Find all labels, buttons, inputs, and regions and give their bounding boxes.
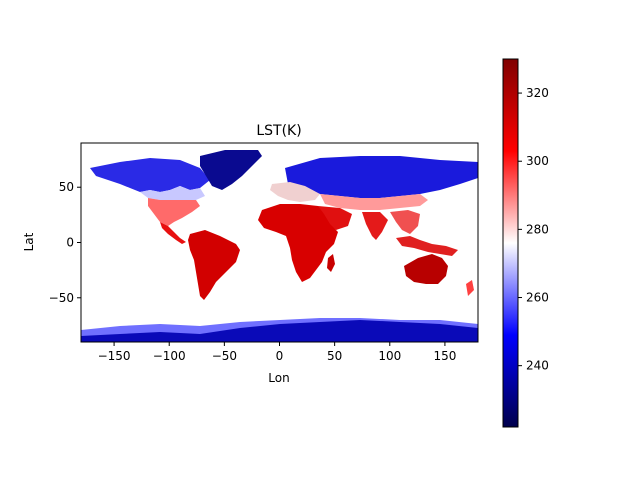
land-antarctica-interior	[81, 320, 478, 342]
colorbar-tick-label: 280	[526, 222, 549, 236]
land-new-zealand	[466, 280, 474, 296]
colorbar-ticks: 240 260 280 300 320	[518, 86, 549, 373]
y-tick-label: 0	[66, 236, 74, 250]
x-axis-label: Lon	[268, 371, 289, 385]
land-north-america-mid	[140, 186, 205, 200]
land-north-america-north	[90, 158, 210, 192]
land-africa	[258, 204, 338, 282]
land-indonesia	[396, 236, 458, 256]
colorbar-frame	[502, 58, 519, 428]
land-eurasia-north	[285, 156, 478, 198]
colorbar-tick-label: 320	[526, 86, 549, 100]
land-australia	[404, 254, 448, 284]
colorbar-tick-label: 260	[526, 291, 549, 305]
map-area	[81, 143, 478, 342]
y-axis-ticks: 50 0 −50	[49, 180, 81, 305]
x-tick-label: −100	[153, 349, 186, 363]
y-axis-label: Lat	[22, 232, 36, 251]
land-north-america-south	[148, 198, 200, 226]
x-tick-label: −150	[98, 349, 131, 363]
colorbar-gradient	[503, 59, 518, 427]
x-tick-label: 50	[327, 349, 342, 363]
colorbar-tick-label: 240	[526, 359, 549, 373]
x-tick-label: 150	[433, 349, 456, 363]
land-temperature-field	[81, 150, 478, 342]
x-axis-ticks: −150 −100 −50 0 50 100 150	[98, 342, 456, 363]
land-europe	[270, 182, 320, 202]
land-southeast-asia	[390, 210, 420, 234]
land-india	[362, 212, 388, 240]
land-greenland	[200, 150, 262, 190]
land-south-america	[188, 230, 240, 300]
colorbar: 240 260 280 300 320	[502, 58, 549, 428]
y-tick-label: −50	[49, 291, 74, 305]
x-tick-label: 100	[378, 349, 401, 363]
land-madagascar	[327, 254, 335, 272]
x-tick-label: 0	[276, 349, 284, 363]
y-tick-label: 50	[59, 180, 74, 194]
x-tick-label: −50	[212, 349, 237, 363]
colorbar-tick-label: 300	[526, 154, 549, 168]
land-middle-east	[318, 206, 352, 230]
land-central-america	[160, 222, 186, 244]
chart-title: LST(K)	[256, 123, 301, 139]
land-asia-mid	[320, 194, 428, 210]
